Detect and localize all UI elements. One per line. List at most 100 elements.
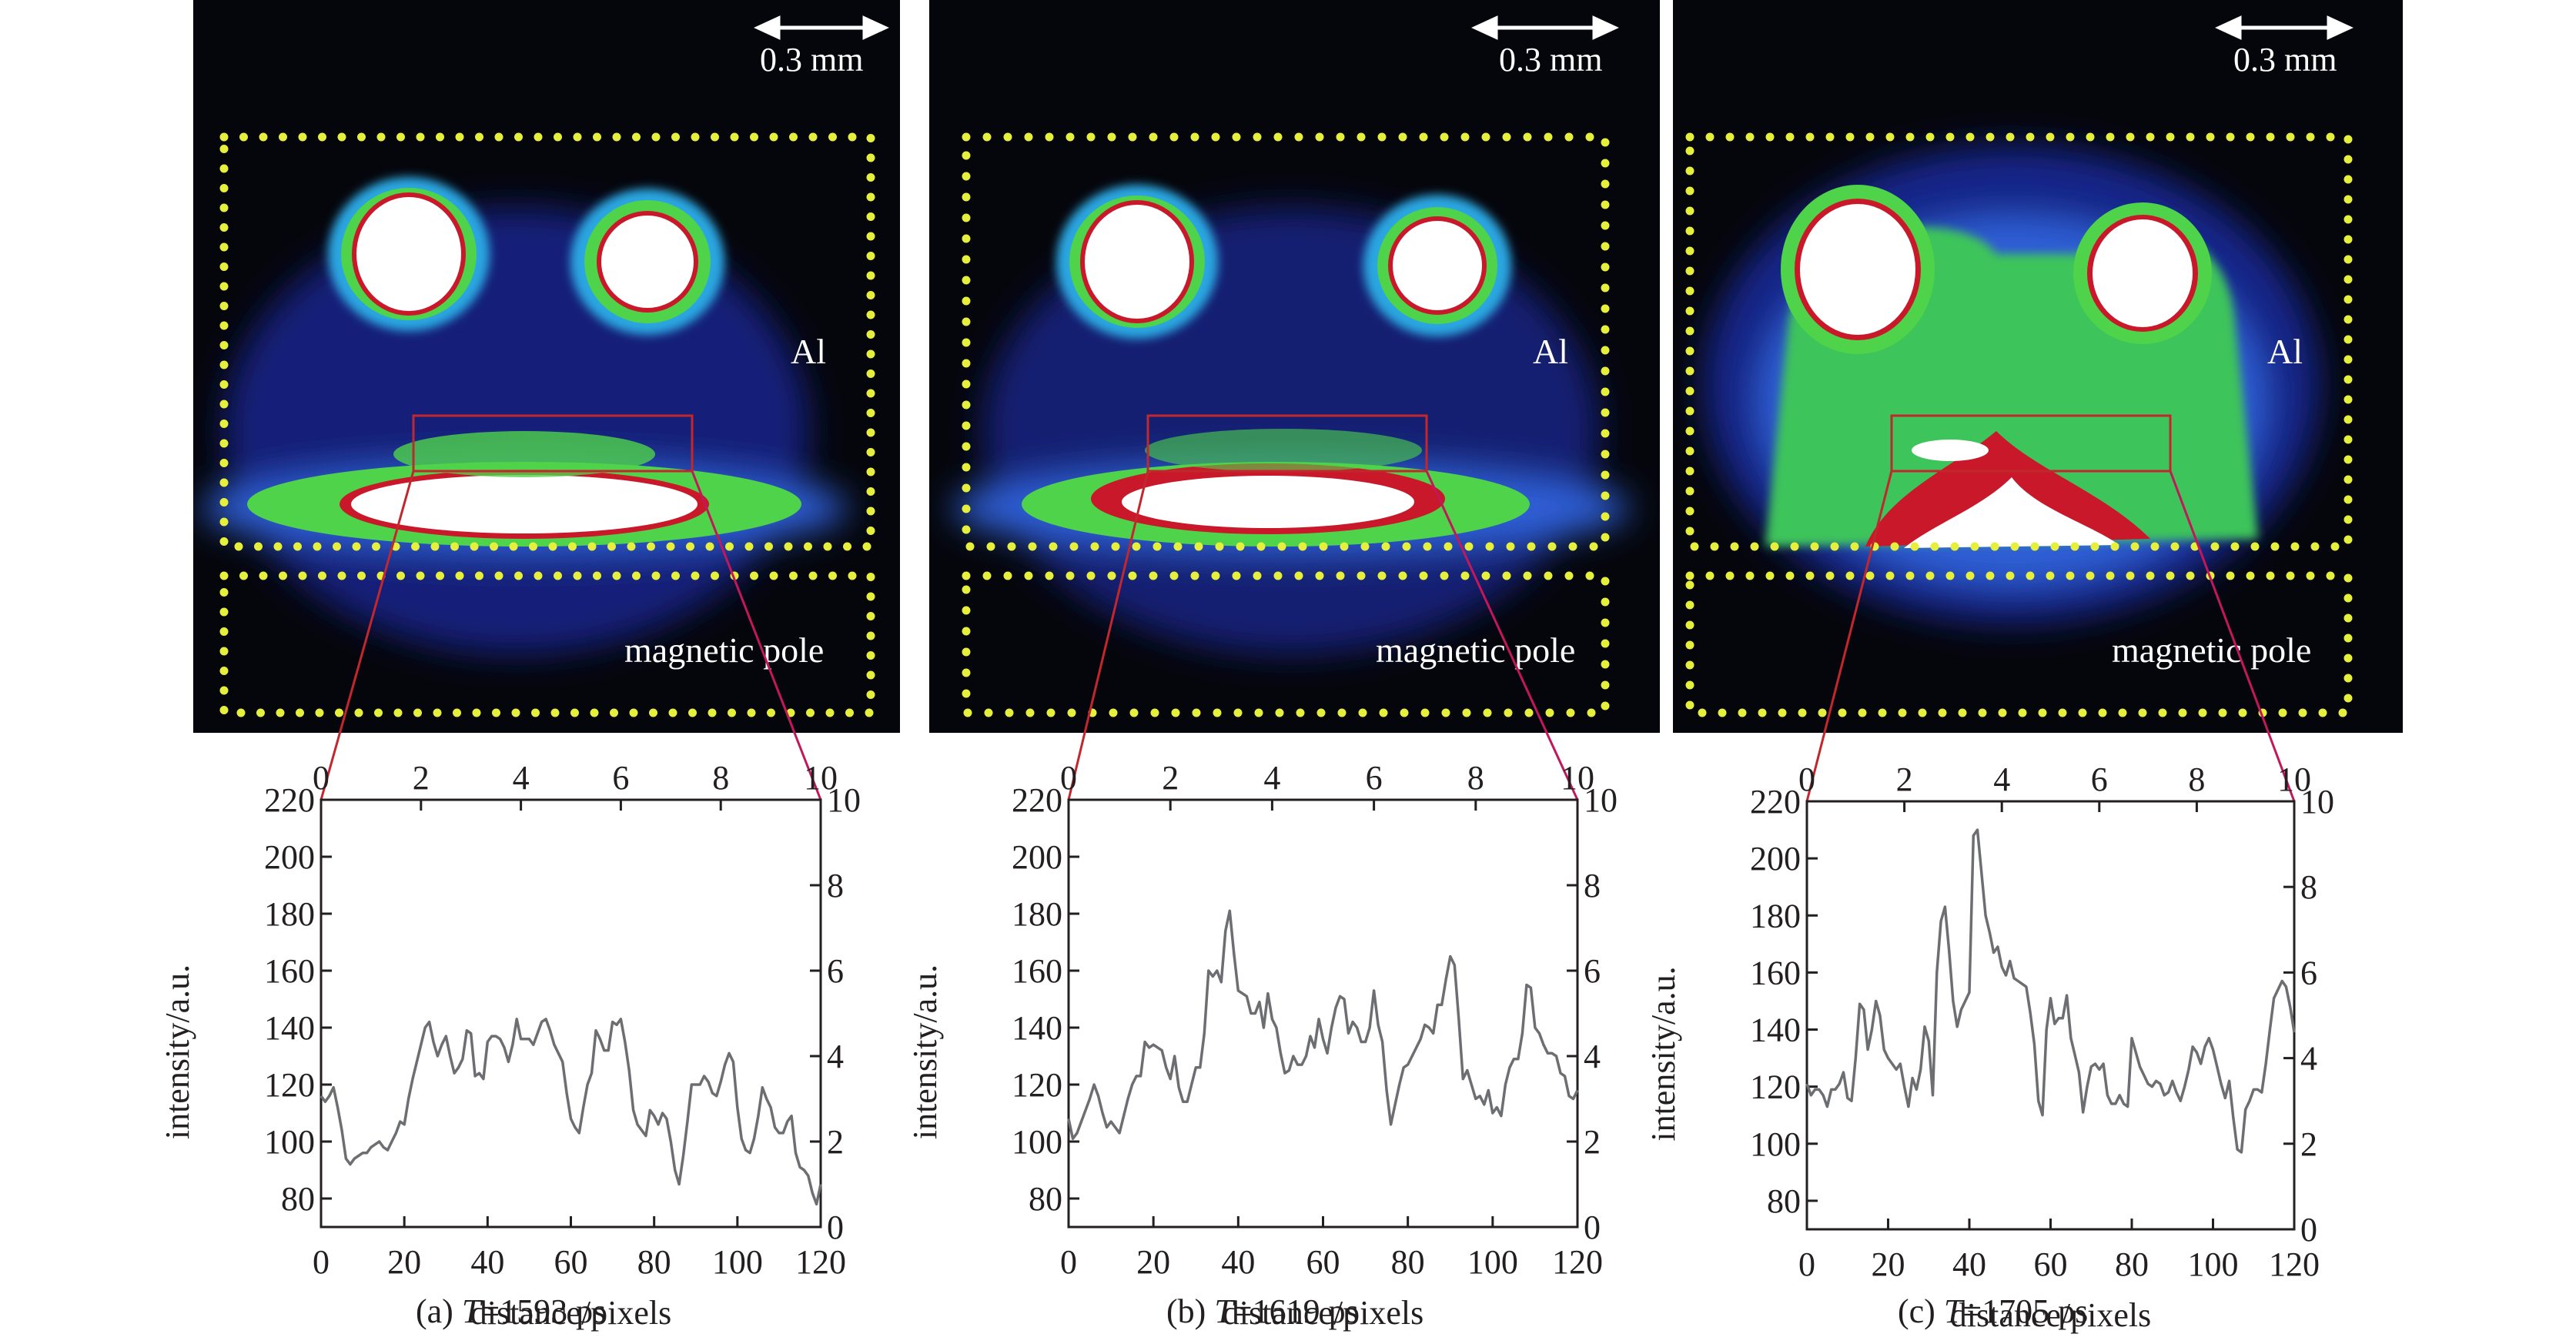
top-x-tick-label: 4 xyxy=(1263,759,1280,797)
right-y-tick-label: 2 xyxy=(1584,1123,1601,1161)
right-y-tick-label: 8 xyxy=(2300,868,2317,906)
scale-bar-label: 0.3 mm xyxy=(2233,41,2337,79)
y-tick-label: 80 xyxy=(1767,1182,1801,1220)
plasma-core xyxy=(1022,185,1530,547)
top-x-tick-label: 4 xyxy=(513,759,530,797)
top-x-tick-label: 6 xyxy=(2091,761,2108,798)
zoom-line-right xyxy=(1425,470,1579,801)
top-x-tick-label: 10 xyxy=(2277,761,2311,798)
region-label-al: Al xyxy=(791,332,826,371)
zoom-line-left xyxy=(319,470,415,801)
region-label-magnetic-pole: magnetic pole xyxy=(624,630,825,670)
x-tick-label: 0 xyxy=(1798,1245,1815,1283)
region-outline-al xyxy=(219,132,875,551)
top-x-tick-label: 6 xyxy=(1366,759,1383,797)
top-x-tick-label: 8 xyxy=(712,759,729,797)
right-y-tick-label: 6 xyxy=(827,952,844,990)
plasma-core xyxy=(1765,185,2258,548)
right-y-tick-label: 0 xyxy=(827,1209,844,1246)
x-tick-label: 40 xyxy=(470,1243,504,1281)
caption-value: =1705 ps xyxy=(1962,1292,2089,1330)
region-label-al: Al xyxy=(2267,332,2303,371)
caption-prefix: (c) xyxy=(1898,1292,1944,1330)
y-tick-label: 80 xyxy=(281,1180,315,1218)
x-axis-label: distance/pixels xyxy=(470,1294,672,1332)
scale-bar-arrow xyxy=(754,15,889,40)
caption-var: T xyxy=(1214,1292,1233,1330)
caption-value: =1619 ps xyxy=(1233,1292,1359,1330)
x-tick-label: 40 xyxy=(1952,1245,1986,1283)
right-y-tick-label: 0 xyxy=(1584,1209,1601,1246)
scale-bar-label: 0.3 mm xyxy=(760,41,864,79)
y-tick-label: 80 xyxy=(1029,1180,1062,1218)
top-x-tick-label: 4 xyxy=(1993,761,2010,798)
caption-var: T xyxy=(1943,1292,1963,1330)
caption-value: =1593 ps xyxy=(480,1292,607,1330)
y-tick-label: 220 xyxy=(264,781,315,819)
intensity-line xyxy=(319,1018,822,1206)
x-tick-label: 60 xyxy=(2034,1245,2068,1283)
region-outline-al xyxy=(1685,132,2353,551)
intensity-map-a xyxy=(201,15,889,717)
right-y-tick-label: 8 xyxy=(1584,867,1601,904)
y-tick-label: 160 xyxy=(264,952,315,990)
y-tick-label: 160 xyxy=(1750,954,1801,991)
top-x-tick-label: 0 xyxy=(1060,759,1077,797)
x-tick-label: 20 xyxy=(1136,1243,1170,1281)
intensity-line xyxy=(1067,909,1579,1141)
region-label-magnetic-pole: magnetic pole xyxy=(2112,630,2312,670)
top-x-tick-label: 10 xyxy=(804,759,838,797)
x-tick-label: 100 xyxy=(1467,1243,1518,1281)
scale-bar-label: 0.3 mm xyxy=(1499,41,1603,79)
zoom-line-left xyxy=(1805,470,1893,802)
scale-bar-arrow xyxy=(1471,15,1619,40)
caption-var: T xyxy=(461,1292,481,1330)
caption-prefix: (a) xyxy=(416,1292,462,1330)
y-axis-label: intensity/a.u. xyxy=(1644,966,1682,1141)
top-x-tick-label: 10 xyxy=(1561,759,1594,797)
y-tick-label: 180 xyxy=(264,895,315,933)
top-x-tick-label: 6 xyxy=(612,759,629,797)
x-tick-label: 0 xyxy=(1060,1243,1077,1281)
x-tick-label: 80 xyxy=(2115,1245,2149,1283)
caption-c: (c) T=1705 ps xyxy=(1898,1292,2088,1331)
y-tick-label: 140 xyxy=(1012,1009,1062,1047)
x-tick-label: 120 xyxy=(795,1243,846,1281)
zoom-line-right xyxy=(2169,470,2296,802)
plasma-core xyxy=(247,177,801,547)
x-tick-label: 40 xyxy=(1221,1243,1255,1281)
y-tick-label: 120 xyxy=(1012,1066,1062,1104)
roi-box xyxy=(1146,414,1428,473)
y-tick-label: 180 xyxy=(1750,897,1801,934)
top-x-tick-label: 2 xyxy=(1162,759,1179,797)
intensity-line xyxy=(1805,828,2296,1154)
scale-bar-arrow xyxy=(2215,15,2354,40)
caption-prefix: (b) xyxy=(1166,1292,1215,1330)
top-x-tick-label: 2 xyxy=(1896,761,1913,798)
y-tick-label: 140 xyxy=(1750,1011,1801,1049)
intensity-map-b xyxy=(952,15,1630,717)
y-tick-label: 140 xyxy=(264,1009,315,1047)
x-tick-label: 60 xyxy=(1306,1243,1340,1281)
region-outline-magnetic-pole xyxy=(962,571,1610,717)
y-axis-label: intensity/a.u. xyxy=(906,965,944,1139)
y-axis-label: intensity/a.u. xyxy=(159,965,196,1139)
panel-b: 0.3 mm Al magnetic pole 0 20 40 60 80 100 120 0… xyxy=(893,0,1660,1344)
y-tick-label: 120 xyxy=(264,1066,315,1104)
right-y-tick-label: 0 xyxy=(2300,1211,2317,1249)
y-tick-label: 160 xyxy=(1012,952,1062,990)
y-tick-label: 120 xyxy=(1750,1068,1801,1106)
x-tick-label: 20 xyxy=(1872,1245,1905,1283)
right-y-tick-label: 4 xyxy=(1584,1038,1601,1075)
right-y-tick-label: 4 xyxy=(827,1038,844,1075)
right-y-tick-label: 10 xyxy=(827,781,861,819)
right-y-tick-label: 10 xyxy=(1584,781,1618,819)
x-tick-label: 80 xyxy=(637,1243,671,1281)
emission-image-b: 0.3 mm Al magnetic pole xyxy=(929,0,1660,733)
y-tick-label: 180 xyxy=(1012,895,1062,933)
top-x-tick-label: 0 xyxy=(1798,761,1815,798)
x-axis-label: distance/pixels xyxy=(1950,1296,2152,1334)
plot-frame xyxy=(1067,798,1579,1229)
caption-b: (b) T=1619 ps xyxy=(1166,1292,1359,1331)
